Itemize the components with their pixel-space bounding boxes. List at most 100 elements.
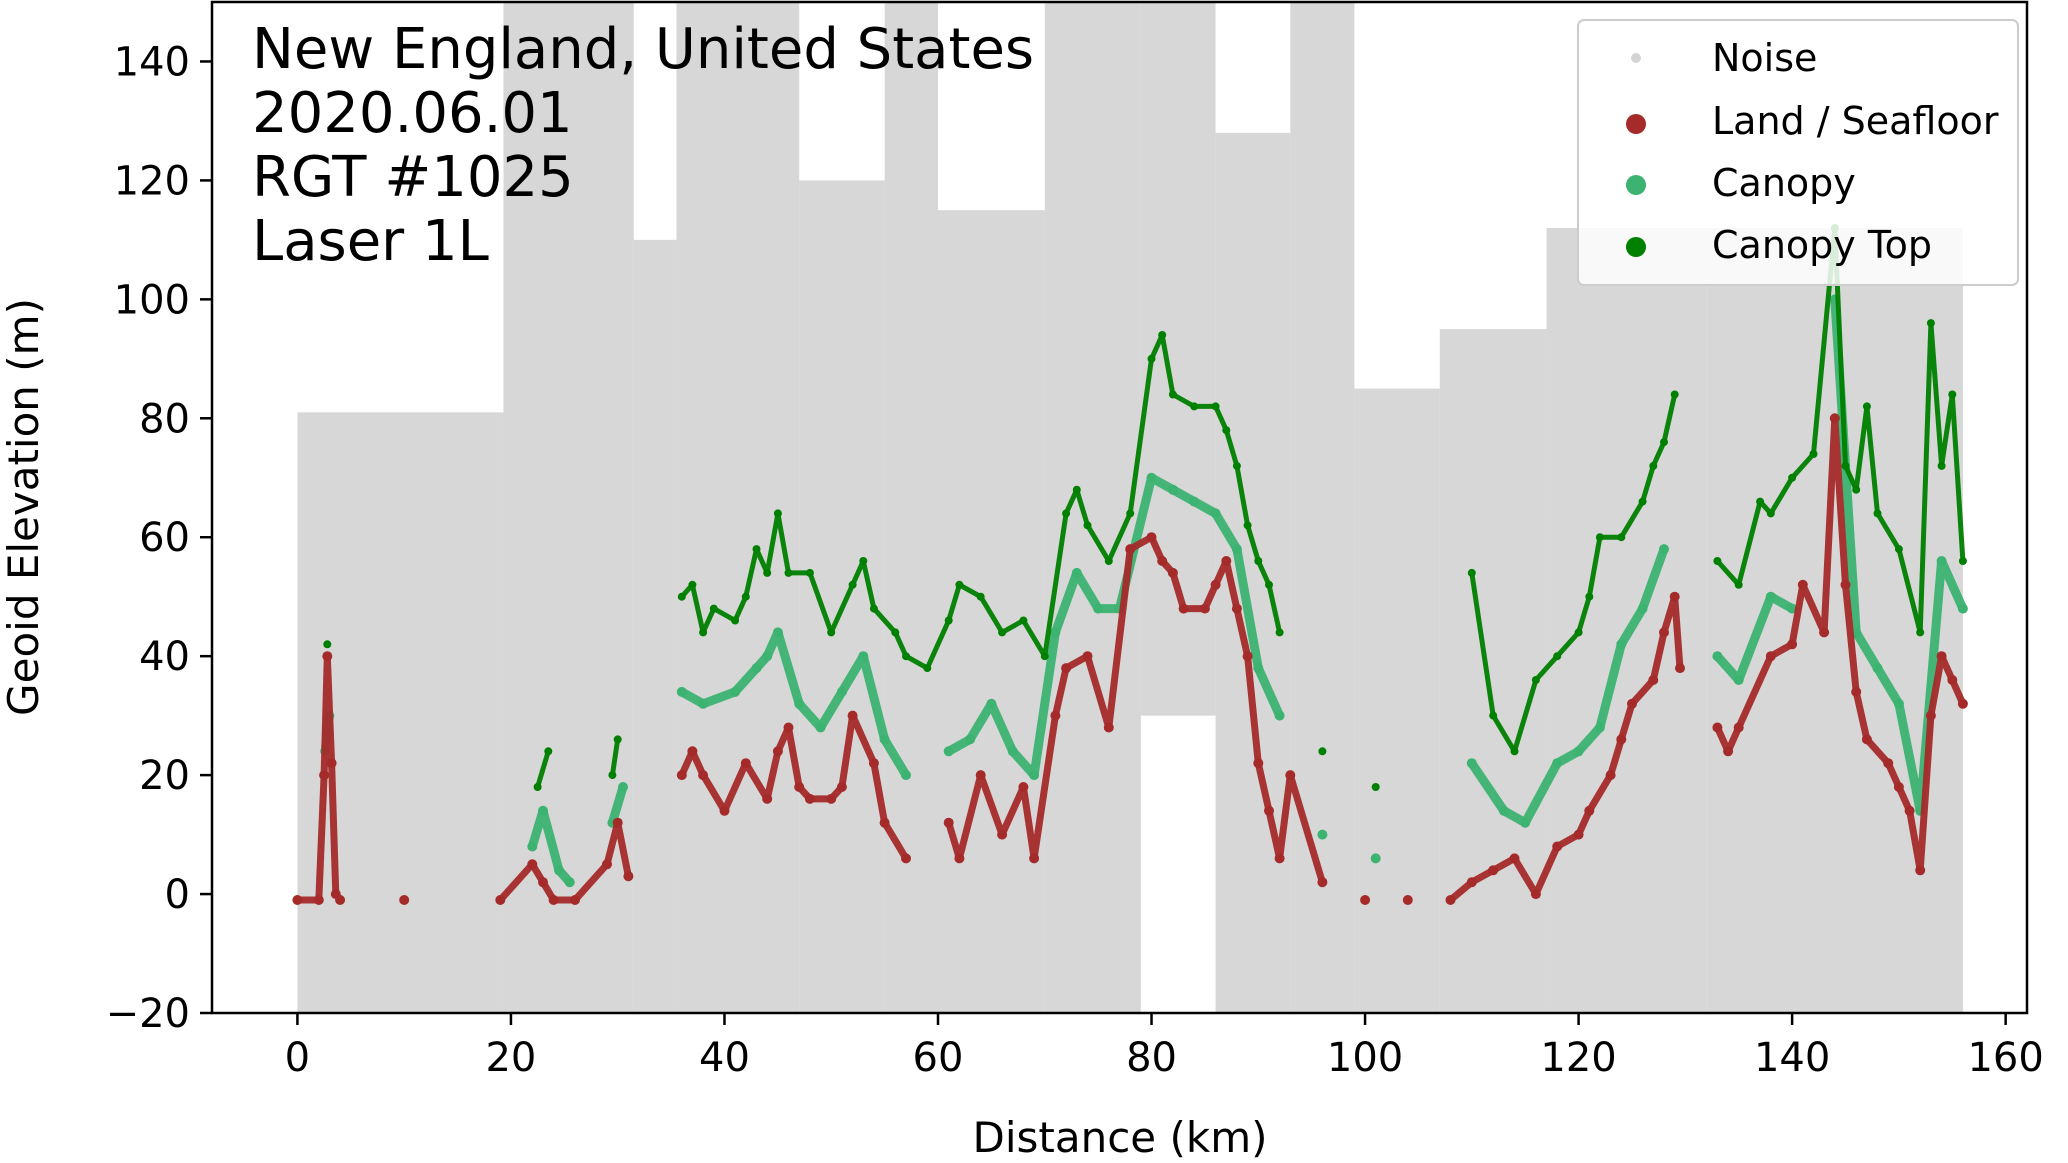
noise-band [676, 2, 800, 1013]
x-tick-label: 140 [1754, 1035, 1830, 1081]
canopy-top-point [1852, 485, 1861, 494]
canopy-top-point [1862, 402, 1871, 411]
legend-label-canopy-top: Canopy Top [1712, 223, 1932, 267]
x-tick-label: 20 [485, 1035, 536, 1081]
canopy-top-point [533, 783, 542, 791]
canopy-top-point [1948, 390, 1957, 399]
x-axis: 0 20 40 60 80 100 120 140 160 [285, 1013, 2044, 1081]
land-seafloor-point [322, 651, 333, 662]
land-seafloor-point [676, 770, 687, 781]
canopy-point [751, 663, 762, 674]
land-seafloor-point [1819, 627, 1830, 638]
land-seafloor-point [399, 895, 410, 905]
land-seafloor-point [1445, 895, 1456, 905]
land-seafloor-point [623, 871, 634, 882]
x-tick-label: 60 [913, 1035, 964, 1081]
canopy-top-point [1734, 580, 1743, 589]
land-seafloor-point [1285, 770, 1296, 781]
canopy-top-point [998, 628, 1007, 637]
canopy-point [794, 698, 805, 709]
canopy-point [1712, 651, 1723, 662]
land-seafloor-point [1659, 627, 1669, 638]
land-seafloor-point [1221, 556, 1232, 566]
canopy-top-point [699, 628, 708, 637]
canopy-top-point [1083, 521, 1092, 530]
noise-layer [297, 2, 1963, 1014]
canopy-top-point [608, 771, 617, 780]
canopy-point [1050, 627, 1061, 638]
noise-band [1546, 227, 1707, 1014]
land-seafloor-point [1584, 805, 1595, 816]
y-tick-label: 40 [139, 634, 190, 680]
land-seafloor-point [1883, 758, 1894, 769]
canopy-point [1189, 496, 1200, 507]
canopy-top-point [1190, 402, 1199, 411]
canopy-point [858, 651, 869, 662]
land-seafloor-point [794, 782, 805, 792]
land-seafloor-point [975, 770, 986, 781]
canopy-top-point [1638, 497, 1647, 506]
canopy-top-point [1649, 461, 1658, 470]
legend-box [1577, 19, 2019, 286]
land-seafloor-point [1669, 591, 1680, 602]
annotation-date: 2020.06.01 [252, 81, 573, 146]
land-seafloor-point [1061, 663, 1072, 674]
land-seafloor-point [1274, 853, 1285, 864]
land-seafloor-point [326, 758, 337, 769]
land-seafloor-point [1675, 663, 1685, 674]
canopy-point [554, 865, 564, 876]
land-seafloor-point [1146, 532, 1157, 543]
canopy-top-point [891, 628, 900, 637]
canopy-top-point [1072, 485, 1081, 494]
canopy-point [1253, 663, 1264, 674]
canopy-point [901, 770, 911, 781]
canopy-top-point [1841, 461, 1850, 470]
land-seafloor-point [1723, 746, 1734, 757]
canopy-top-point [1168, 390, 1177, 399]
canopy-point [1765, 591, 1776, 602]
noise-band [1290, 2, 1355, 1013]
canopy-top-point [1158, 331, 1167, 339]
canopy-top-point [869, 604, 878, 613]
canopy-top-point [1265, 580, 1273, 589]
canopy-top-point [709, 604, 718, 613]
land-seafloor-point [548, 895, 559, 905]
land-seafloor-point [1787, 639, 1798, 650]
land-seafloor-point [1915, 865, 1926, 876]
canopy-top-point [544, 747, 553, 756]
land-seafloor-point [1861, 734, 1872, 745]
land-seafloor-point [868, 758, 879, 769]
canopy-top-point [1040, 652, 1049, 661]
annotation-laser: Laser 1L [252, 209, 489, 274]
canopy-point [1498, 805, 1509, 816]
canopy-top-point [688, 580, 697, 589]
plot-frame [210, 0, 2029, 1015]
land-seafloor-point [538, 877, 548, 888]
canopy-point [676, 686, 687, 697]
y-axis-title: Geoid Elevation (m) [0, 298, 48, 716]
land-seafloor-point [1925, 710, 1936, 721]
legend-label-land: Land / Seafloor [1712, 99, 1999, 143]
canopy-top-point [1660, 438, 1668, 447]
land-seafloor-point [943, 817, 954, 828]
canopy-top-point [1916, 628, 1925, 637]
y-tick-label: 120 [114, 158, 190, 204]
land-seafloor-point [1050, 710, 1061, 721]
land-seafloor-point [602, 859, 612, 870]
land-seafloor-point [847, 710, 858, 721]
land-seafloor-point [719, 805, 730, 816]
canopy-top-point [1126, 509, 1135, 518]
canopy-point [1520, 817, 1531, 828]
land-seafloor-point [1210, 579, 1221, 590]
land-seafloor-point [1904, 805, 1915, 816]
canopy-top-point [1766, 509, 1775, 518]
canopy-top-point [827, 628, 836, 637]
land-seafloor-point [783, 722, 794, 733]
canopy-top-point [1254, 557, 1263, 565]
canopy-point [1029, 770, 1040, 781]
land-seafloor-point [1616, 734, 1627, 745]
land-seafloor-point [1402, 895, 1413, 905]
land-seafloor-point [1242, 651, 1253, 662]
canopy-top-point [848, 580, 857, 589]
